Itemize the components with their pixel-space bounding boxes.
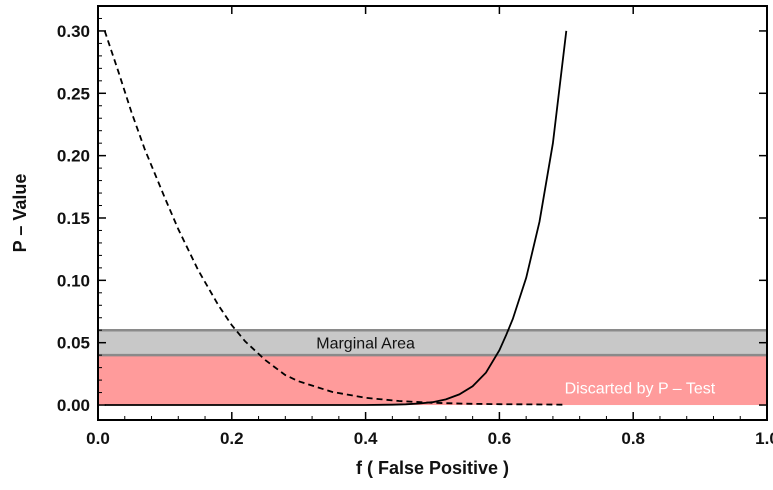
bands-layer: Marginal Area Discarted by P – Test <box>98 328 767 406</box>
x-axis-label: f ( False Positive ) <box>356 458 509 478</box>
x-tick-label: 0.8 <box>621 429 645 448</box>
y-tick-label: 0.05 <box>57 334 90 353</box>
y-axis-label: P – Value <box>10 174 30 253</box>
y-tick-label: 0.10 <box>57 271 90 290</box>
plot-frame <box>97 5 768 421</box>
x-tick-label: 1.0 <box>755 429 773 448</box>
band-label-0: Marginal Area <box>316 336 415 353</box>
y-tick-label: 0.30 <box>57 22 90 41</box>
y-tick-label: 0.20 <box>57 147 90 166</box>
y-tick-label: 0.00 <box>57 396 90 415</box>
series-layer <box>103 30 568 406</box>
x-tick-label: 0.2 <box>220 429 244 448</box>
x-tick-label: 0.0 <box>86 429 110 448</box>
band-1 <box>98 355 767 406</box>
band-0 <box>98 330 767 356</box>
y-tick-label: 0.25 <box>57 84 90 103</box>
y-tick-label: 0.15 <box>57 209 90 228</box>
x-tick-label: 0.6 <box>488 429 512 448</box>
ticks-layer: 0.0 0.2 0.4 0.6 0.8 1.0 0.00 0.05 0.10 0.15 0.20 0.… <box>57 6 773 448</box>
band-label-1: Discarted by P – Test <box>565 381 716 398</box>
series-line-1 <box>103 30 567 406</box>
x-tick-label: 0.4 <box>354 429 378 448</box>
series-line-0 <box>104 30 568 406</box>
